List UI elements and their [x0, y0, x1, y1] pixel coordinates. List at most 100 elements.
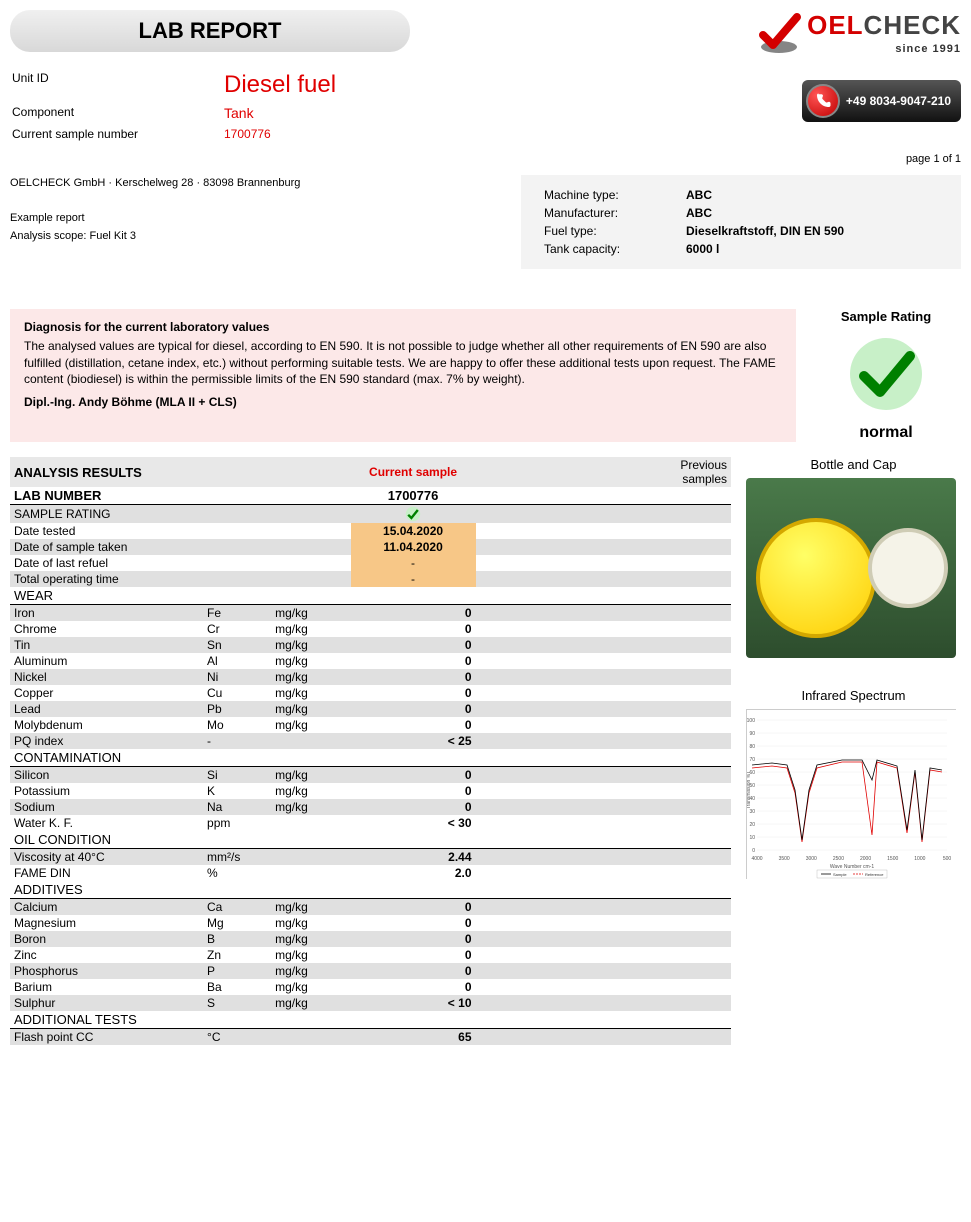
svg-text:Wave Number cm-1: Wave Number cm-1 [830, 864, 874, 870]
svg-text:70: 70 [749, 757, 755, 763]
sample-rating-icon [351, 505, 476, 524]
param-value: 2.0 [351, 865, 476, 881]
manufacturer-label: Manufacturer: [538, 205, 678, 221]
param-unit: mg/kg [271, 685, 350, 701]
logo-check-icon [757, 11, 801, 55]
param-symbol: % [203, 865, 271, 881]
param-label: Sodium [10, 799, 203, 815]
param-symbol: mm²/s [203, 849, 271, 866]
param-unit: mg/kg [271, 995, 350, 1011]
table-row: PotassiumKmg/kg0 [10, 783, 731, 799]
component-label: Component [12, 103, 222, 123]
param-symbol: P [203, 963, 271, 979]
example-report: Example report [10, 210, 300, 228]
param-value: 0 [351, 979, 476, 995]
param-value: 0 [351, 653, 476, 669]
param-unit [271, 865, 350, 881]
sample-num: 1700776 [224, 125, 346, 143]
page-number: page 1 of 1 [10, 153, 961, 165]
param-symbol: K [203, 783, 271, 799]
svg-text:1500: 1500 [887, 856, 898, 862]
section-wear: WEAR [10, 587, 731, 605]
svg-text:Transmission %T: Transmission %T [747, 771, 752, 809]
svg-text:3500: 3500 [779, 856, 790, 862]
svg-text:0: 0 [752, 848, 755, 854]
param-symbol: Ba [203, 979, 271, 995]
param-value: 0 [351, 783, 476, 799]
param-value: 0 [351, 915, 476, 931]
col-current: Current sample [351, 457, 476, 487]
param-label: Water K. F. [10, 815, 203, 831]
param-symbol: B [203, 931, 271, 947]
svg-text:2500: 2500 [833, 856, 844, 862]
rating-status: normal [811, 424, 961, 442]
table-row: ChromeCrmg/kg0 [10, 621, 731, 637]
table-row: SulphurSmg/kg< 10 [10, 995, 731, 1011]
unit-id: Diesel fuel [224, 69, 346, 101]
param-unit [271, 849, 350, 866]
param-value: 0 [351, 621, 476, 637]
report-title: LAB REPORT [10, 10, 410, 52]
param-unit: mg/kg [271, 701, 350, 717]
date-tested: 15.04.2020 [351, 523, 476, 539]
table-row: BariumBamg/kg0 [10, 979, 731, 995]
table-row: SodiumNamg/kg0 [10, 799, 731, 815]
section-addtests: ADDITIONAL TESTS [10, 1011, 731, 1029]
svg-text:4000: 4000 [751, 856, 762, 862]
param-label: Iron [10, 605, 203, 622]
param-label: FAME DIN [10, 865, 203, 881]
results-header: ANALYSIS RESULTS [10, 457, 351, 487]
unit-id-label: Unit ID [12, 69, 222, 101]
svg-text:80: 80 [749, 744, 755, 750]
param-symbol: Mo [203, 717, 271, 733]
table-row: Flash point CC°C65 [10, 1029, 731, 1046]
param-label: Sulphur [10, 995, 203, 1011]
logo-text-2: CHECK [864, 10, 961, 40]
param-unit: mg/kg [271, 605, 350, 622]
param-value: 0 [351, 701, 476, 717]
phone-icon [806, 84, 840, 118]
param-value: 2.44 [351, 849, 476, 866]
diagnosis-box: Diagnosis for the current laboratory val… [10, 309, 796, 442]
param-unit: mg/kg [271, 915, 350, 931]
param-value: 0 [351, 669, 476, 685]
param-symbol: Al [203, 653, 271, 669]
param-symbol: ppm [203, 815, 271, 831]
diagnosis-text: The analysed values are typical for dies… [24, 338, 782, 388]
results-table: ANALYSIS RESULTS Current sample Previous… [10, 457, 731, 1045]
param-unit: mg/kg [271, 979, 350, 995]
sample-rating-label: SAMPLE RATING [10, 505, 351, 524]
param-symbol: Fe [203, 605, 271, 622]
phone-badge[interactable]: +49 8034-9047-210 [802, 80, 961, 122]
param-unit [271, 815, 350, 831]
table-row: Viscosity at 40°Cmm²/s2.44 [10, 849, 731, 866]
param-unit: mg/kg [271, 931, 350, 947]
lab-number-label: LAB NUMBER [10, 487, 351, 505]
table-row: PhosphorusPmg/kg0 [10, 963, 731, 979]
machine-info-box: Machine type:ABC Manufacturer:ABC Fuel t… [521, 175, 961, 269]
phone-number: +49 8034-9047-210 [846, 94, 951, 108]
param-label: Chrome [10, 621, 203, 637]
component: Tank [224, 103, 346, 123]
param-value: 0 [351, 899, 476, 916]
param-unit: mg/kg [271, 767, 350, 784]
table-row: MagnesiumMgmg/kg0 [10, 915, 731, 931]
param-label: Molybdenum [10, 717, 203, 733]
table-row: MolybdenumMomg/kg0 [10, 717, 731, 733]
param-label: Silicon [10, 767, 203, 784]
svg-text:Sample: Sample [833, 872, 847, 877]
section-oilcond: OIL CONDITION [10, 831, 731, 849]
spectrum-title: Infrared Spectrum [746, 688, 961, 703]
param-unit: mg/kg [271, 621, 350, 637]
param-value: 0 [351, 799, 476, 815]
analysis-scope: Analysis scope: Fuel Kit 3 [10, 228, 300, 246]
svg-text:100: 100 [747, 718, 755, 724]
param-label: Potassium [10, 783, 203, 799]
fuel-type: Dieselkraftstoff, DIN EN 590 [680, 223, 850, 239]
param-symbol: Na [203, 799, 271, 815]
param-value: 0 [351, 947, 476, 963]
param-unit [271, 733, 350, 749]
param-label: Barium [10, 979, 203, 995]
header-info: Unit ID Diesel fuel Component Tank Curre… [10, 67, 348, 145]
diagnosis-signer: Dipl.-Ing. Andy Böhme (MLA II + CLS) [24, 394, 782, 411]
